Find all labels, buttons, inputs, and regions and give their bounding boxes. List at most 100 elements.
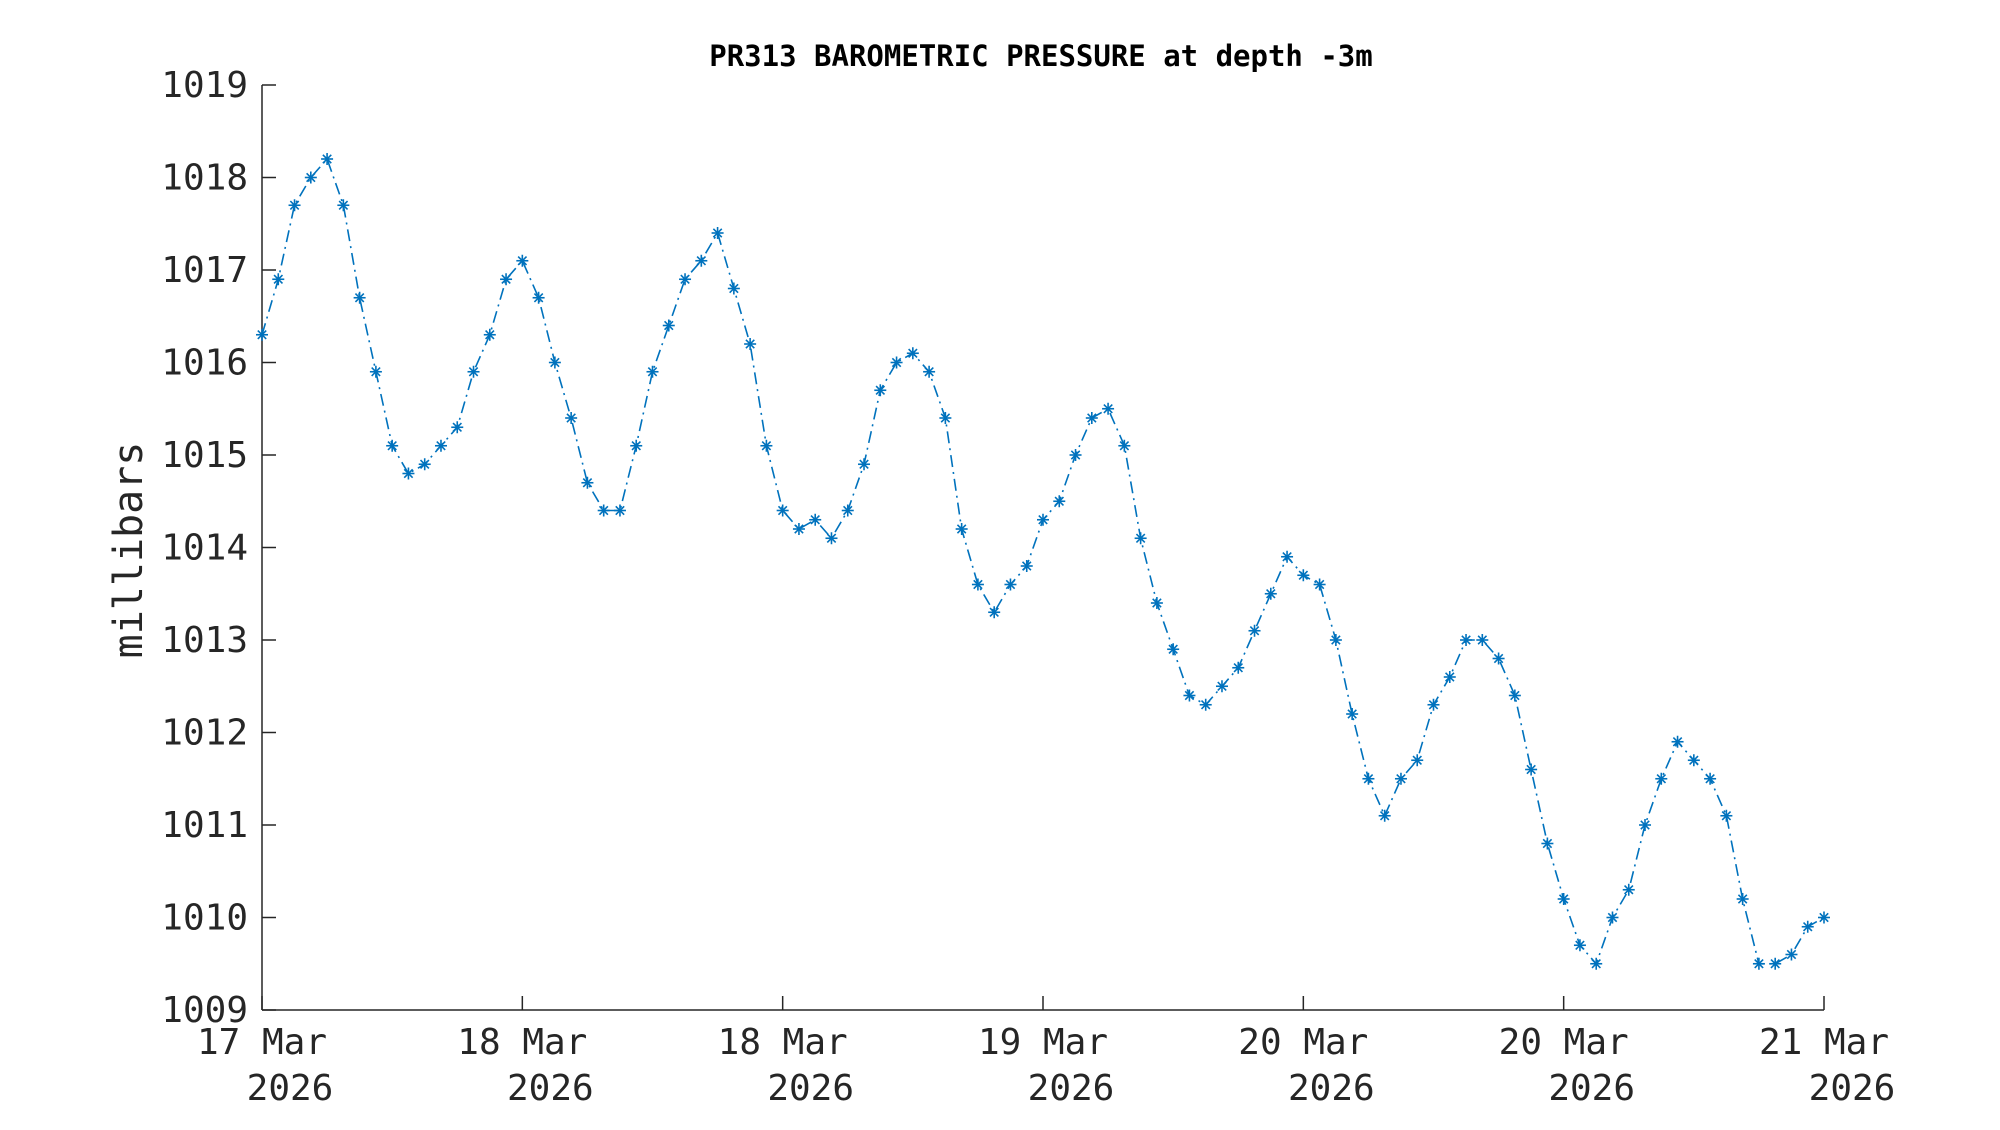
y-axis-label: millibars [106,442,152,659]
data-point-marker [1037,513,1049,526]
data-point-marker [1281,550,1294,563]
y-tick-label: 1010 [161,898,248,939]
data-point-marker [1215,680,1228,693]
data-point-marker [418,458,431,471]
data-point-marker [402,467,415,480]
data-point-marker [1004,578,1017,591]
x-tick-label-year: 2026 [1028,1068,1115,1109]
data-point-marker [321,153,334,165]
data-point-marker [1118,439,1131,452]
data-point-marker [776,504,789,517]
data-point-marker [1476,634,1489,646]
y-axis-ticks: 1009 1010 1011 1012 1013 1014 1015 1016 1017 1018… [161,65,276,1031]
data-point-marker [1248,624,1261,637]
data-point-marker [288,199,301,212]
data-point-marker [1639,819,1652,831]
data-point-marker [369,365,382,378]
data-point-marker [1085,412,1098,424]
x-tick-label-year: 2026 [507,1068,594,1109]
data-point-marker [1655,772,1668,785]
data-point-marker [434,439,447,452]
data-point-marker [353,291,366,304]
data-point-marker [304,171,317,184]
y-tick-label: 1016 [161,343,248,384]
data-point-marker [451,421,464,434]
data-point-marker [874,384,887,397]
data-point-marker [1492,652,1505,665]
data-point-marker [1020,560,1033,572]
data-point-marker [467,365,480,378]
data-point-marker [1394,772,1407,785]
data-point-marker [1541,837,1554,850]
data-point-marker [923,365,936,378]
x-tick-label-year: 2026 [1288,1068,1375,1109]
data-point-marker [906,347,919,360]
data-point-marker [1704,772,1717,785]
x-tick-label-date: 18 Mar [718,1022,848,1063]
data-point-marker [581,476,594,489]
data-point-marker [1150,597,1163,609]
data-point-marker [1411,754,1424,767]
data-series [256,153,1830,970]
data-point-marker [1134,532,1147,545]
data-point-marker [1264,587,1277,600]
data-point-marker [939,412,952,424]
data-point-marker [841,504,854,517]
chart-title: PR313 BAROMETRIC PRESSURE at depth -3m [709,39,1372,73]
data-point-marker [630,439,643,452]
data-point-marker [1671,735,1684,748]
y-tick-label: 1013 [161,620,248,661]
data-point-marker [1687,754,1700,767]
data-point-marker [988,606,1001,619]
data-point-marker [890,356,903,369]
data-point-marker [1525,763,1538,776]
y-tick-label: 1012 [161,713,248,754]
data-point-marker [613,504,626,517]
y-tick-label: 1009 [161,990,248,1031]
data-point-marker [1346,708,1359,720]
data-point-marker [548,356,561,369]
x-tick-label-year: 2026 [1809,1068,1896,1109]
data-point-marker [1590,957,1603,970]
data-point-marker [662,319,675,332]
x-axis-ticks: 17 Mar 2026 18 Mar 2026 18 Mar 2026 19 Mar 2026… [197,996,1895,1109]
data-point-marker [500,273,513,286]
data-point-marker [1818,911,1830,924]
y-tick-label: 1019 [161,65,248,106]
series-line [261,157,1825,966]
x-tick-label-date: 21 Mar [1759,1022,1889,1063]
data-point-marker [1736,893,1749,905]
x-tick-label-date: 20 Mar [1499,1022,1629,1063]
data-point-marker [1785,948,1798,961]
data-point-marker [1329,634,1342,646]
y-tick-label: 1018 [161,158,248,199]
data-point-marker [1622,883,1635,896]
data-point-marker [1069,449,1082,461]
data-point-marker [858,458,871,471]
data-point-marker [1362,772,1375,785]
y-tick-label: 1011 [161,805,248,846]
data-point-marker [955,523,968,535]
x-tick-label-year: 2026 [767,1068,854,1109]
data-point-marker [1313,578,1326,591]
data-point-marker [792,523,805,535]
y-tick-label: 1017 [161,250,248,291]
data-point-marker [679,273,692,286]
data-point-marker [695,254,708,267]
data-point-marker [1232,661,1245,674]
data-point-marker [825,532,838,545]
data-point-marker [1801,920,1814,933]
data-point-marker [1297,569,1310,582]
axes [261,85,1824,1011]
y-tick-label: 1015 [161,435,248,476]
x-tick-label-year: 2026 [1548,1068,1635,1109]
data-point-marker [256,328,268,341]
data-point-marker [386,439,399,452]
data-point-marker [711,227,724,239]
x-tick-label-date: 20 Mar [1238,1022,1368,1063]
data-point-marker [1769,957,1782,970]
data-point-marker [744,338,757,350]
data-point-marker [1102,402,1115,415]
data-point-marker [337,199,350,212]
